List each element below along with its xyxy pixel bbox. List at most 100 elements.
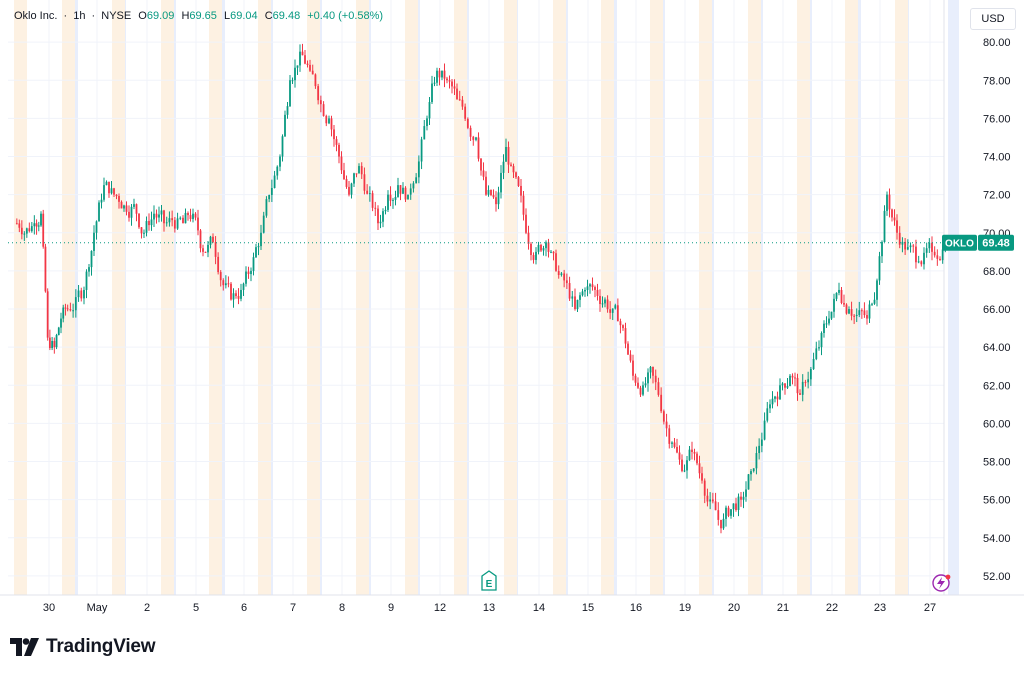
candle-body <box>374 207 377 209</box>
candle-body <box>431 83 433 103</box>
candle-body <box>284 114 286 137</box>
candle-body <box>722 518 725 529</box>
candle-body <box>771 398 774 405</box>
candle-body <box>209 236 212 245</box>
price-tick-label: 52.00 <box>983 571 1011 583</box>
candle-body <box>522 195 525 215</box>
candle-body <box>786 386 789 388</box>
candle-body <box>40 213 42 226</box>
candle-body <box>497 192 500 205</box>
candle-body <box>338 144 340 157</box>
time-tick-label: 22 <box>826 602 838 614</box>
candle-body <box>176 218 179 229</box>
price-axis[interactable]: 52.00 54.00 56.00 58.00 60.00 62.00 64.00 66.00… <box>943 0 1011 595</box>
candle-body <box>599 295 601 304</box>
price-tick-label: 54.00 <box>983 533 1011 545</box>
candle-body <box>487 189 490 195</box>
candle-body <box>799 393 801 395</box>
candle-body <box>64 307 67 309</box>
symbol-name[interactable]: Oklo Inc. <box>14 10 58 22</box>
candle-body <box>20 227 23 235</box>
candle-body <box>202 248 204 252</box>
candle-body <box>69 309 72 311</box>
price-tick-label: 72.00 <box>983 190 1011 202</box>
candle-body <box>609 309 612 313</box>
candle-body <box>568 283 571 299</box>
candle-body <box>781 383 784 386</box>
candle-body <box>197 217 199 231</box>
candle-body <box>250 270 252 275</box>
candle-body <box>66 308 69 310</box>
candle-body <box>466 118 469 128</box>
candle-body <box>505 146 507 162</box>
premarket-band <box>553 0 566 595</box>
candle-body <box>925 248 928 253</box>
tradingview-logo[interactable]: TradingView <box>10 636 156 658</box>
candle-body <box>906 247 909 250</box>
candle-body <box>939 258 941 261</box>
candle-body <box>262 215 265 233</box>
candle-body <box>873 299 876 304</box>
candle-body <box>614 305 617 309</box>
tradingview-logo-icon <box>10 638 39 656</box>
candle-body <box>807 379 810 383</box>
candle-body <box>273 175 276 189</box>
candle-body <box>637 382 639 388</box>
candle-body <box>314 74 317 87</box>
candle-body <box>325 115 328 124</box>
candle-body <box>671 442 673 444</box>
candle-body <box>691 449 693 453</box>
candle-body <box>683 470 686 472</box>
candle-body <box>212 236 214 243</box>
candle-body <box>23 233 26 235</box>
candle-body <box>740 496 742 500</box>
candle-body <box>257 246 260 248</box>
candle-body <box>828 318 830 324</box>
candle-body <box>619 321 622 326</box>
candle-body <box>686 460 688 471</box>
candle-body <box>179 217 182 219</box>
change-value: +0.40 (+0.58%) <box>307 10 384 22</box>
candle-body <box>118 196 120 202</box>
candle-body <box>168 218 171 223</box>
candle-body <box>60 318 62 328</box>
candle-body <box>560 273 563 275</box>
currency-button[interactable]: USD <box>970 8 1016 30</box>
candle-body <box>448 80 451 82</box>
candle-body <box>187 212 189 216</box>
candle-body <box>480 158 482 171</box>
interval[interactable]: 1h <box>73 10 86 22</box>
candle-body <box>53 340 56 348</box>
candle-body <box>446 78 448 81</box>
candle-body <box>555 253 557 271</box>
candle-body <box>565 280 568 284</box>
candle-body <box>542 248 545 251</box>
candle-body <box>409 188 412 195</box>
candle-body <box>407 194 409 200</box>
candle-body <box>576 299 579 310</box>
premarket-band <box>62 0 75 595</box>
candle-body <box>304 55 306 64</box>
candle-body <box>863 310 866 316</box>
candle-body <box>138 213 140 228</box>
candle-body <box>426 118 428 127</box>
time-axis[interactable]: 30 May 2 5 6 7 8 9 12 13 14 15 16 19 20 21 22 23 27 <box>0 594 1024 614</box>
candle-body <box>510 164 512 167</box>
time-tick-label: 13 <box>483 602 495 614</box>
candle-body <box>706 495 709 502</box>
candle-body <box>763 420 766 440</box>
candle-body <box>232 293 235 300</box>
candle-body <box>207 244 209 253</box>
candle-body <box>796 377 799 394</box>
candle-body <box>222 280 225 286</box>
candle-body <box>574 296 576 310</box>
candle-body <box>622 325 624 329</box>
candle-body <box>165 222 168 224</box>
candle-body <box>843 302 845 305</box>
candle-body <box>893 217 896 221</box>
candle-body <box>286 106 289 115</box>
candle-body <box>123 205 125 209</box>
time-tick-label: 14 <box>533 602 545 614</box>
candle-body <box>95 221 98 233</box>
